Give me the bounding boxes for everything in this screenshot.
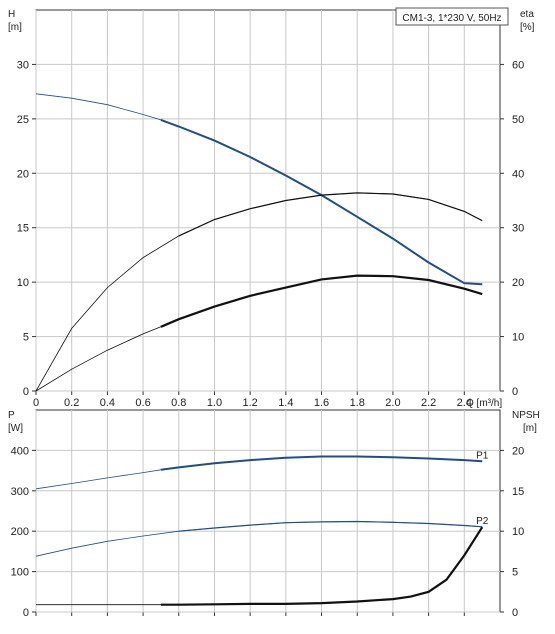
y-right-tick-label: 50 (512, 114, 524, 126)
y-left-tick-label: 5 (23, 332, 29, 344)
y-right-tick-label: 10 (512, 332, 524, 344)
y-left-tick-label: 200 (11, 526, 29, 538)
series-2-operating-range (160, 274, 483, 328)
y-left-tick-label: 25 (17, 114, 29, 126)
bottom-chart-grid: 0 100 200 300 400 0 5 10 15 20 (11, 409, 524, 619)
y-right-tick-label: 5 (512, 567, 518, 579)
x-tick-label: 1.0 (207, 397, 222, 409)
x-tick-label: 0 (33, 397, 39, 409)
top-chart-grid: 0 0.2 0.4 0.6 0.8 1.0 1.2 1.4 1.6 1.8 2.0 2.2 2.4 0 5 1… (17, 9, 524, 409)
y-right-tick-label: 60 (512, 59, 524, 71)
y-right-tick-label: 15 (512, 486, 524, 498)
y-left-tick-label: 0 (23, 386, 29, 398)
y-right-tick-label: 10 (512, 526, 524, 538)
y-left-tick-label: 300 (11, 486, 29, 498)
y-right-tick-label: 0 (512, 607, 518, 619)
h-axis-label-line2: [m] (8, 22, 22, 33)
h-axis-label-line1: H (8, 9, 15, 20)
x-tick-label: 0.6 (135, 397, 150, 409)
chart-title-box (395, 7, 509, 26)
p1-operating-range (160, 455, 483, 471)
eta-axis-label-line1: eta (520, 9, 534, 20)
x-tick-label: 1.8 (350, 397, 365, 409)
y-left-tick-label: 30 (17, 59, 29, 71)
x-tick-label: 1.4 (278, 397, 293, 409)
p2-label: P2 (476, 516, 489, 527)
y-right-tick-label: 0 (512, 386, 518, 398)
series-1-operating-range (178, 192, 483, 237)
x-tick-label: 2.0 (385, 397, 400, 409)
labels-layer: P1 P2 (476, 450, 489, 526)
series-5-operating-range (160, 526, 484, 606)
y-right-tick-label: 30 (512, 223, 524, 235)
x-tick-label: 0.4 (100, 397, 115, 409)
y-left-tick-label: 15 (17, 223, 29, 235)
y-right-tick-label: 20 (512, 445, 524, 457)
eta-axis-label-line2: [%] (520, 22, 535, 33)
y-left-tick-label: 400 (11, 445, 29, 457)
y-left-tick-label: 20 (17, 168, 29, 180)
x-tick-label: 1.2 (243, 397, 258, 409)
series-layer (35, 93, 484, 606)
x-tick-label: 0.8 (171, 397, 186, 409)
top-chart-frame (35, 9, 501, 392)
p-axis-label-line2: [W] (8, 423, 23, 434)
bottom-chart-frame (35, 409, 501, 613)
y-right-tick-label: 40 (512, 168, 524, 180)
x-tick-label: 2.2 (421, 397, 436, 409)
x-tick-label: 2.4 (457, 397, 472, 409)
y-left-tick-label: 100 (11, 567, 29, 579)
q-axis-label: Q [m³/h] (466, 398, 502, 409)
npsh-axis-label-line1: NPSH (512, 410, 540, 421)
x-tick-label: 1.6 (314, 397, 329, 409)
p1-label: P1 (476, 450, 489, 461)
p-axis-label-line1: P (8, 410, 15, 421)
y-right-tick-label: 20 (512, 277, 524, 289)
x-tick-label: 0.2 (64, 397, 79, 409)
y-left-tick-label: 10 (17, 277, 29, 289)
chart-title: CM1-3, 1*230 V, 50Hz (402, 13, 501, 24)
p2-operating-range (178, 520, 483, 532)
npsh-axis-label-line2: [m] (523, 423, 537, 434)
y-left-tick-label: 0 (23, 607, 29, 619)
